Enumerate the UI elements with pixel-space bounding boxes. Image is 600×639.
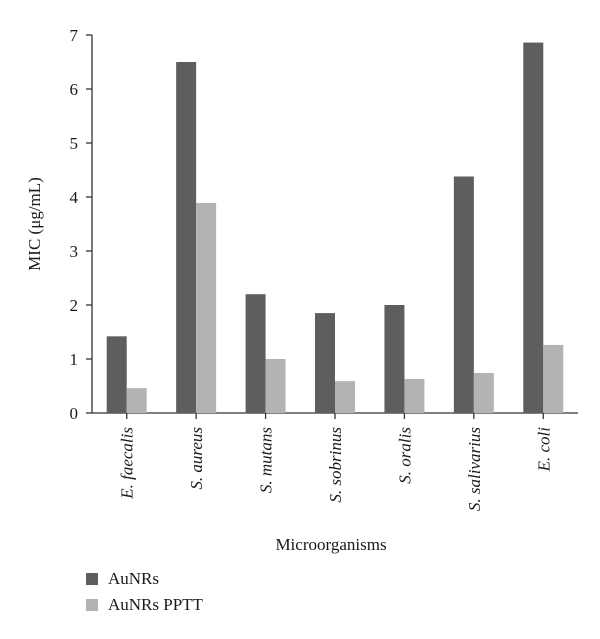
legend: AuNRs AuNRs PPTT (86, 569, 204, 614)
bar-aunrs (453, 176, 474, 413)
bar-aunrs (106, 336, 127, 413)
bar-aunrs (523, 42, 544, 414)
bar-aunrs-pptt (335, 381, 355, 413)
y-tick-label: 1 (70, 350, 79, 369)
bars (106, 42, 564, 414)
y-tick-label: 6 (70, 80, 79, 99)
x-tick-label: S. salivarius (465, 427, 484, 511)
legend-swatch (86, 573, 98, 585)
bar-aunrs-pptt (126, 388, 147, 413)
y-tick-label: 2 (70, 296, 79, 315)
y-tick-label: 3 (70, 242, 79, 261)
x-tick-label: E. coli (534, 427, 553, 473)
bar-aunrs-pptt (543, 344, 564, 413)
y-tick-label: 5 (70, 134, 79, 153)
bar-aunrs-pptt (473, 373, 494, 413)
y-tick-label: 7 (70, 26, 79, 45)
bar-aunrs (245, 294, 266, 413)
x-tick-label: S. oralis (395, 427, 414, 484)
bar-aunrs-pptt (404, 378, 425, 413)
y-axis-title: MIC (μg/mL) (25, 177, 44, 271)
legend-swatch (86, 599, 98, 611)
y-tick-label: 0 (70, 404, 79, 423)
x-tick-label: E. faecalis (118, 427, 137, 500)
legend-label: AuNRs (108, 569, 159, 588)
x-tick-label: S. aureus (187, 427, 206, 490)
x-axis-title: Microorganisms (275, 535, 386, 554)
legend-label: AuNRs PPTT (108, 595, 204, 614)
bar-aunrs (384, 305, 405, 413)
x-tick-label: S. sobrinus (326, 427, 345, 503)
bar-aunrs-pptt (196, 202, 217, 413)
y-axis: 0 1 2 3 4 5 6 7 (70, 26, 93, 423)
bar-aunrs (315, 313, 335, 413)
y-tick-label: 4 (70, 188, 79, 207)
x-tick-label: S. mutans (257, 427, 276, 494)
bar-aunrs-pptt (265, 359, 286, 413)
category-labels: E. faecalis S. aureus S. mutans S. sobrinus… (118, 427, 554, 511)
bar-aunrs (176, 62, 197, 413)
x-axis (92, 412, 578, 419)
